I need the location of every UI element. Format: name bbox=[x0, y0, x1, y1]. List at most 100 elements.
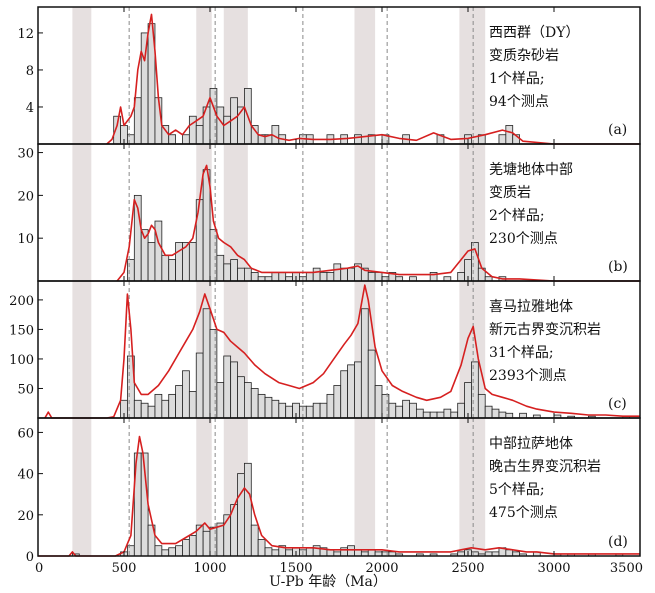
histogram-bar-2-22 bbox=[271, 272, 280, 282]
histogram-bar-2-37 bbox=[374, 272, 383, 282]
histogram-bar-3-34 bbox=[347, 364, 355, 419]
histogram-bar-3-47 bbox=[436, 411, 445, 419]
histogram-bar-3-41 bbox=[395, 405, 404, 419]
y-tick-label-1-2: 8 bbox=[26, 64, 34, 79]
histogram-bar-4-20 bbox=[243, 462, 252, 557]
histogram-bar-3-42 bbox=[402, 399, 410, 419]
histogram-bar-3-37 bbox=[367, 349, 376, 419]
shaded-band-4-4 bbox=[354, 418, 376, 556]
histogram-bar-3-21 bbox=[257, 393, 266, 419]
histogram-bar-3-55 bbox=[491, 408, 500, 419]
histogram-bar-4-22 bbox=[257, 539, 266, 557]
histogram-bar-3-17 bbox=[230, 361, 238, 419]
histogram-bar-3-6 bbox=[154, 393, 163, 419]
histogram-bar-2-28 bbox=[312, 267, 321, 282]
shaded-band-4-2 bbox=[196, 418, 212, 556]
histogram-bar-2-23 bbox=[278, 272, 287, 282]
x-tick-label-5: 2000 bbox=[365, 561, 398, 576]
histogram-bar-3-38 bbox=[374, 385, 383, 419]
y-tick-label-4-3: 40 bbox=[17, 468, 34, 483]
shaded-band-1-1 bbox=[72, 7, 92, 144]
x-tick-label-3: 1000 bbox=[193, 561, 226, 576]
histogram-bar-3-13 bbox=[202, 308, 211, 419]
histogram-bar-2-4 bbox=[147, 242, 156, 282]
y-tick-label-3-3: 150 bbox=[9, 323, 34, 338]
histogram-bar-3-45 bbox=[422, 411, 431, 419]
histogram-bar-2-27 bbox=[305, 272, 314, 282]
histogram-bar-3-53 bbox=[477, 393, 486, 419]
density-curve-2 bbox=[116, 164, 640, 282]
histogram-bar-4-11 bbox=[182, 539, 190, 557]
panel-text-4-4: 475个测点 bbox=[489, 505, 558, 521]
density-curves-layer bbox=[38, 13, 640, 557]
shaded-band-2-3 bbox=[223, 144, 248, 281]
histogram-bar-3-40 bbox=[388, 402, 397, 419]
histogram-bar-4-12 bbox=[188, 535, 197, 557]
histogram-bar-2-36 bbox=[367, 272, 376, 282]
density-curve-3 bbox=[44, 284, 640, 419]
histogram-bar-2-18 bbox=[243, 267, 252, 282]
histogram-bar-4-3 bbox=[127, 545, 135, 557]
y-tick-label-2-2: 20 bbox=[17, 189, 34, 204]
y-tick-label-3-1: 50 bbox=[17, 382, 34, 397]
panel-text-2-4: 230个测点 bbox=[489, 231, 558, 247]
histogram-bar-3-7 bbox=[161, 399, 170, 419]
y-tick-label-3-2: 100 bbox=[9, 353, 34, 368]
histogram-bar-2-44 bbox=[457, 272, 465, 282]
histogram-bar-2-6 bbox=[161, 254, 170, 282]
histogram-bar-1-36 bbox=[498, 134, 507, 145]
histogram-bar-1-14 bbox=[209, 88, 218, 145]
histogram-bar-4-23 bbox=[264, 547, 273, 557]
histogram-bar-3-11 bbox=[188, 391, 197, 419]
shaded-band-3-1 bbox=[72, 281, 92, 418]
histogram-bar-3-30 bbox=[319, 402, 328, 419]
histogram-bar-4-26 bbox=[285, 549, 293, 557]
histogram-bar-4-7 bbox=[154, 545, 163, 557]
histogram-bar-1-37 bbox=[505, 125, 514, 145]
y-tick-label-1-3: 12 bbox=[17, 27, 34, 42]
x-tick-label-8: 3500 bbox=[610, 561, 643, 576]
histogram-bar-3-56 bbox=[498, 411, 507, 419]
histogram-bar-3-35 bbox=[354, 361, 362, 419]
axes-layer bbox=[37, 6, 641, 557]
panel-text-1-2: 变质杂砂岩 bbox=[489, 48, 559, 64]
histogram-bar-4-38 bbox=[367, 549, 376, 557]
x-tick-label-1: 0 bbox=[35, 561, 43, 576]
shaded-band-2-1 bbox=[72, 144, 92, 281]
histogram-bar-3-4 bbox=[140, 402, 149, 419]
histogram-bar-3-25 bbox=[285, 405, 293, 419]
panel-text-4-2: 晚古生界变沉积岩 bbox=[489, 459, 601, 475]
panel-text-3-2: 新元古界变沉积岩 bbox=[489, 322, 601, 338]
histogram-bar-3-12 bbox=[195, 352, 204, 419]
density-curve-1 bbox=[106, 13, 640, 145]
histogram-bar-2-14 bbox=[216, 254, 225, 282]
histogram-bar-3-8 bbox=[168, 393, 177, 419]
histogram-bar-3-54 bbox=[484, 405, 493, 419]
histogram-bar-1-3 bbox=[127, 134, 135, 145]
histogram-bar-4-19 bbox=[237, 473, 245, 557]
histogram-bar-2-1 bbox=[127, 259, 135, 282]
x-tick-label-7: 3000 bbox=[537, 561, 570, 576]
histogram-bar-4-16 bbox=[216, 522, 225, 557]
histogram-bar-4-36 bbox=[354, 549, 362, 557]
y-tick-label-4-4: 60 bbox=[17, 426, 34, 441]
panel-tag-4: (d) bbox=[608, 534, 628, 550]
histogram-bar-3-5 bbox=[147, 405, 156, 419]
histogram-bar-2-19 bbox=[250, 272, 259, 282]
histogram-bar-2-8 bbox=[175, 242, 183, 282]
histogram-bar-3-49 bbox=[450, 411, 459, 419]
histogram-bar-3-43 bbox=[409, 402, 417, 419]
histogram-bar-3-18 bbox=[237, 376, 245, 419]
histogram-bar-4-29 bbox=[305, 547, 314, 557]
panel-text-3-1: 喜马拉雅地体 bbox=[489, 299, 573, 315]
shaded-band-1-4 bbox=[354, 7, 376, 144]
histogram-bar-2-30 bbox=[326, 272, 335, 282]
histogram-bar-4-14 bbox=[202, 530, 211, 557]
y-tick-label-2-1: 10 bbox=[17, 232, 34, 247]
histogram-bar-3-29 bbox=[312, 402, 321, 419]
histogram-bar-1-11 bbox=[188, 115, 197, 145]
shaded-band-2-4 bbox=[354, 144, 376, 281]
histogram-bar-1-12 bbox=[195, 125, 204, 145]
histogram-bar-1-4 bbox=[133, 97, 142, 145]
